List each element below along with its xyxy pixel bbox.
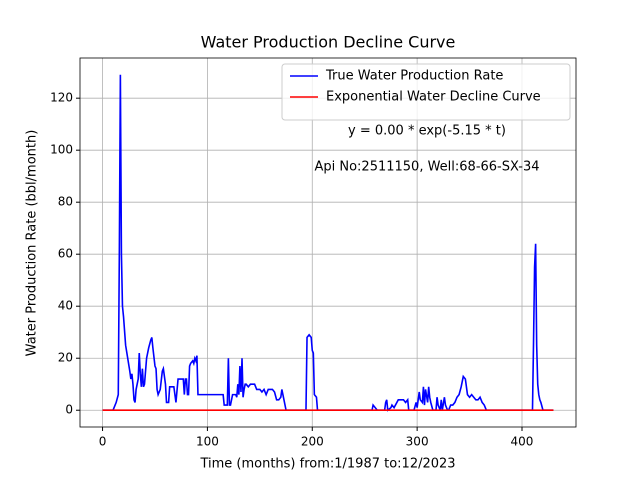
x-tick-label: 300 <box>406 435 429 449</box>
y-tick-label: 0 <box>65 403 73 417</box>
legend-label: Exponential Water Decline Curve <box>326 90 541 105</box>
y-tick-label: 20 <box>58 351 73 365</box>
y-axis-label: Water Production Rate (bbl/month) <box>25 130 40 357</box>
axes-frame <box>79 57 577 428</box>
y-tick-label: 100 <box>50 143 73 157</box>
y-tick-label: 80 <box>58 195 73 209</box>
x-tick-label: 200 <box>301 435 324 449</box>
y-tick-label: 120 <box>50 91 73 105</box>
annotation: Api No:2511150, Well:68-66-SX-34 <box>314 160 539 175</box>
annotation: y = 0.00 * exp(-5.15 * t) <box>348 124 506 139</box>
data-line <box>102 74 554 412</box>
legend-box <box>281 63 571 121</box>
chart-title: Water Production Decline Curve <box>201 33 456 52</box>
y-tick-label: 40 <box>58 299 73 313</box>
x-tick-label: 100 <box>196 435 219 449</box>
y-tick-label: 60 <box>58 247 73 261</box>
x-tick-label: 400 <box>511 435 534 449</box>
x-axis-label: Time (months) from:1/1987 to:12/2023 <box>199 457 455 472</box>
x-tick-label: 0 <box>99 435 107 449</box>
legend-label: True Water Production Rate <box>325 69 503 84</box>
